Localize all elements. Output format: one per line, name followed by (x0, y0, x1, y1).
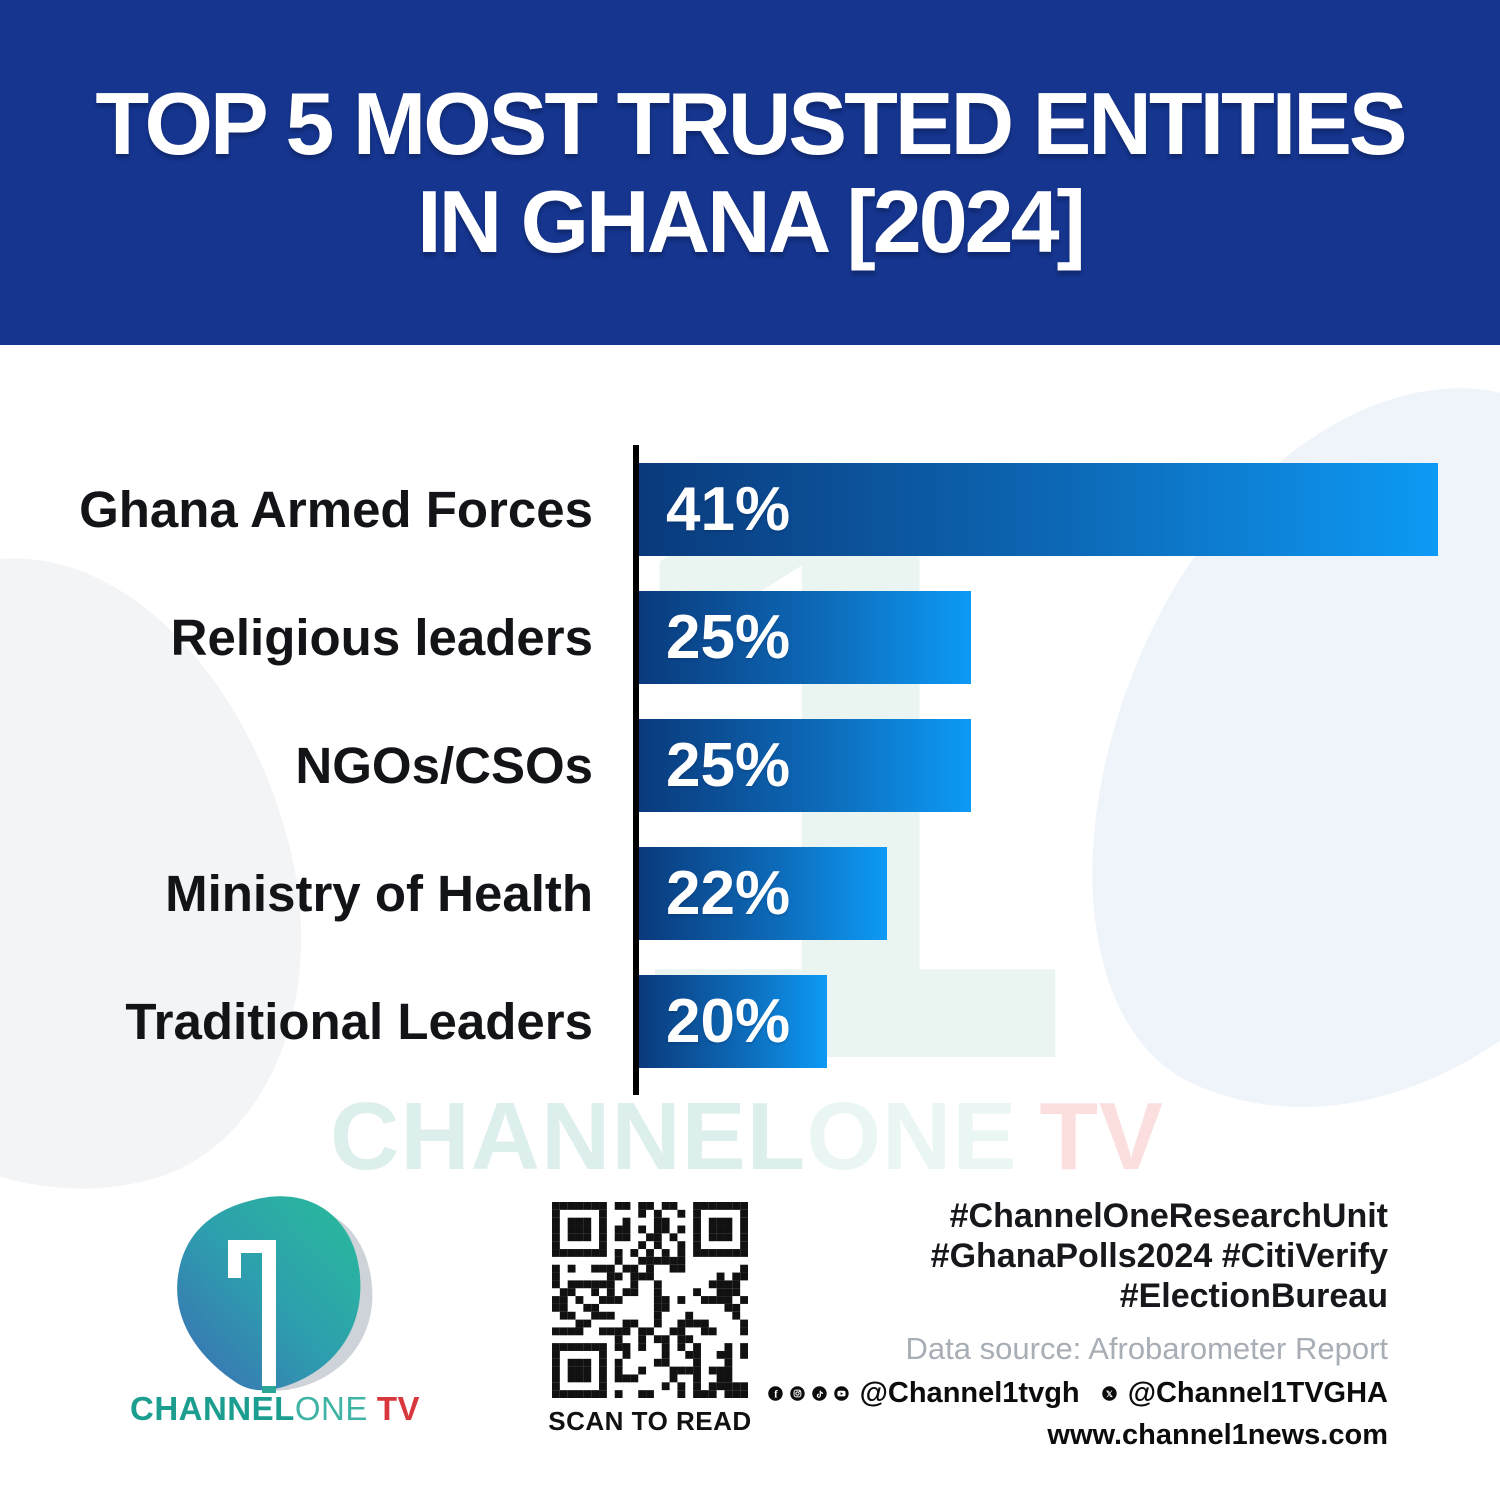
footer-right-block: #ChannelOneResearchUnit #GhanaPolls2024 … (768, 1196, 1388, 1452)
chart-axis-line (633, 445, 639, 1095)
page-title-line2: IN GHANA [2024] (417, 171, 1086, 271)
category-label: NGOs/CSOs (295, 737, 593, 794)
hashtag-line-2: #GhanaPolls2024 #CitiVerify (930, 1237, 1388, 1275)
bar-ministry-of-health: 22% (639, 847, 887, 940)
channel-one-logo (177, 1196, 373, 1393)
watermark-tv: TV (1039, 1083, 1165, 1190)
logo-wordmark-tv: TV (376, 1390, 420, 1427)
hashtag-line-1: #ChannelOneResearchUnit (949, 1197, 1388, 1235)
logo-wordmark-one: ONE (294, 1390, 368, 1427)
category-label: Religious leaders (170, 609, 593, 666)
logo-wordmark-channel: CHANNEL (129, 1390, 295, 1427)
logo-numeral-1 (228, 1240, 276, 1393)
category-label: Ministry of Health (165, 865, 593, 922)
qr-code (552, 1202, 748, 1398)
watermark-channel: CHANNEL (330, 1083, 807, 1190)
handle-channel1tvgha: @Channel1TVGHA (1127, 1377, 1388, 1409)
watermark-one: ONE (806, 1083, 1018, 1190)
category-label: Traditional Leaders (125, 993, 593, 1050)
social-row: f @Channel1tvgh 𝕏 (768, 1377, 1388, 1410)
logo-wordmark: CHANNELONE TV (120, 1390, 430, 1428)
bar-traditional-leaders: 20% (639, 975, 827, 1068)
qr-caption: SCAN TO READ (548, 1406, 752, 1436)
bar-value-label: 22% (666, 859, 791, 928)
bar-value-label: 20% (666, 987, 791, 1056)
handle-channel1tvgh: @Channel1tvgh (859, 1377, 1080, 1409)
bar-religious-leaders: 25% (639, 591, 971, 684)
svg-text:f: f (774, 1388, 778, 1400)
facebook-icon: f (768, 1386, 783, 1401)
x-icon: 𝕏 (1102, 1386, 1117, 1401)
bar-value-label: 25% (666, 603, 791, 672)
channelone-tv-watermark: CHANNELONE TV (330, 1082, 1164, 1192)
svg-text:𝕏: 𝕏 (1106, 1389, 1114, 1399)
title-banner: TOP 5 MOST TRUSTED ENTITIES IN GHANA [20… (0, 0, 1500, 345)
bar-value-label: 41% (666, 475, 791, 544)
hashtag-line-3: #ElectionBureau (1119, 1277, 1388, 1315)
bar-ngos-csos: 25% (639, 719, 971, 812)
instagram-icon (790, 1386, 805, 1401)
website-url: www.channel1news.com (1047, 1419, 1388, 1451)
category-label: Ghana Armed Forces (79, 481, 593, 538)
bar-value-label: 25% (666, 731, 791, 800)
tiktok-icon (812, 1386, 827, 1401)
youtube-icon (833, 1386, 849, 1401)
data-source-credit: Data source: Afrobarometer Report (905, 1331, 1388, 1366)
page-title-line1: TOP 5 MOST TRUSTED ENTITIES (95, 73, 1407, 173)
bar-ghana-armed-forces: 41% (639, 463, 1438, 556)
